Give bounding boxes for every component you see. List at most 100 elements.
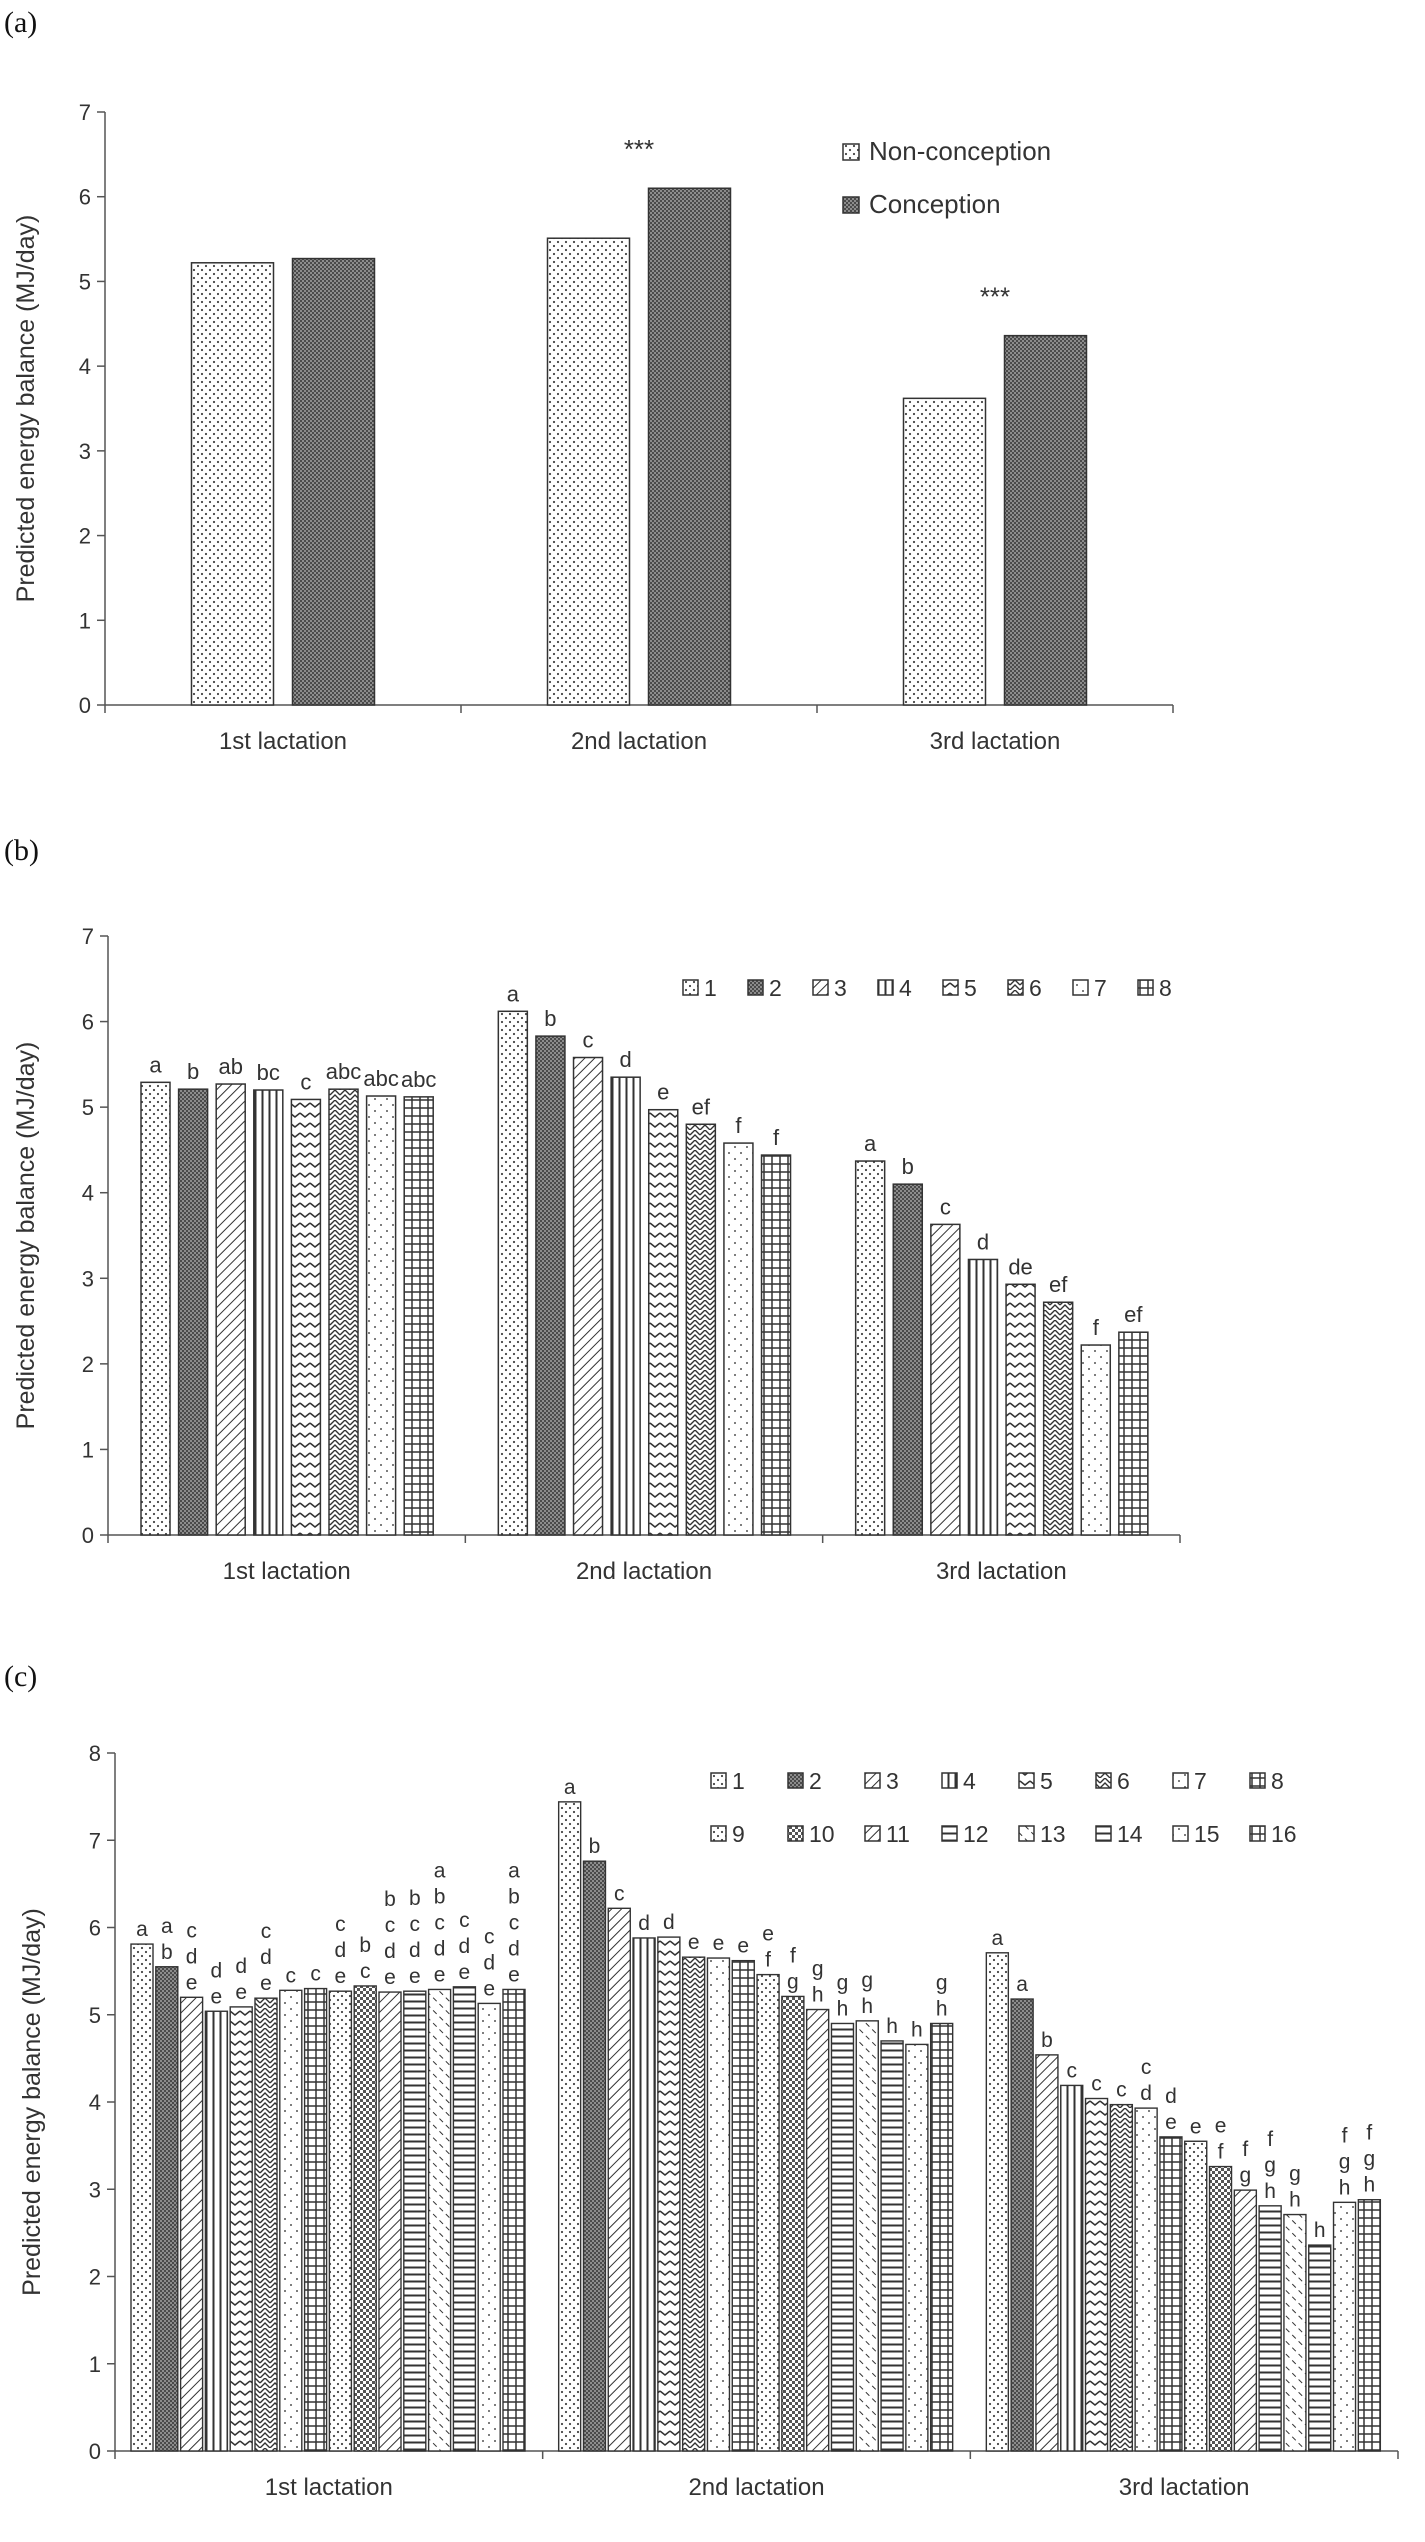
chart-b-category-label: 1st lactation: [223, 1558, 351, 1585]
bar-series-3: [1035, 2054, 1059, 2452]
legend-swatch-9: [710, 1825, 727, 1842]
bar-series-15: [477, 2002, 501, 2452]
legend-swatch-2: [787, 1772, 804, 1789]
significance-letter: g: [787, 1970, 799, 1993]
significance-letter: c: [360, 1960, 371, 1983]
significance-letter: ab: [218, 1054, 242, 1079]
bar-series-8: [760, 1154, 792, 1536]
chart-b-y-tick-label: 4: [82, 1181, 94, 1206]
bar-series-12: [1258, 2205, 1282, 2452]
bar-series-11: [805, 2008, 830, 2452]
bar-series-2: [892, 1183, 924, 1536]
significance-letter: c: [300, 1069, 311, 1094]
significance-letter: d: [1165, 2085, 1177, 2108]
significance-letter: d: [508, 1937, 520, 1960]
legend-label-12: 12: [963, 1821, 989, 1847]
significance-letter: c: [186, 1919, 197, 1942]
chart-c-y-axis-title: Predicted energy balance (MJ/day): [18, 1908, 46, 2296]
significance-letter: abc: [326, 1059, 361, 1084]
significance-letter: f: [765, 1949, 771, 1972]
chart-b-y-tick-label: 0: [82, 1523, 94, 1548]
bar-series-15: [905, 2043, 929, 2452]
significance-letter: h: [861, 1995, 873, 2018]
significance-letter: h: [812, 1984, 824, 2007]
bar-series-6: [1109, 2103, 1134, 2452]
bar-series-13: [855, 2020, 879, 2452]
chart-c-y-tick-label: 1: [89, 2352, 101, 2377]
legend-label-10: 10: [809, 1821, 835, 1847]
significance-letter: f: [773, 1125, 780, 1150]
legend-swatch-7: [1172, 1772, 1189, 1789]
significance-letter: f: [790, 1944, 796, 1967]
legend-swatch-1: [682, 979, 699, 996]
legend-swatch-11: [864, 1825, 881, 1842]
bar-series-7: [365, 1095, 397, 1536]
bar-series-8: [1118, 1331, 1149, 1536]
chart-c-y-tick-label: 4: [89, 2090, 101, 2115]
bar-series-9: [328, 1990, 353, 2452]
legend-swatch-2: [747, 979, 764, 996]
bar-series-3: [607, 1907, 631, 2452]
significance-letter: d: [459, 1935, 471, 1958]
bar-series-3: [179, 1996, 204, 2452]
significance-letter: e: [508, 1963, 520, 1986]
significance-letter: f: [735, 1113, 742, 1138]
legend-label-1: 1: [704, 975, 717, 1001]
legend-label-non-conception: Non-conception: [869, 136, 1051, 166]
chart-b-y-axis-title: Predicted energy balance (MJ/day): [12, 1042, 40, 1430]
chart-b-y-tick-label: 5: [82, 1095, 94, 1120]
bar-series-1: [130, 1943, 154, 2452]
chart-a-y-tick-label: 4: [79, 354, 91, 379]
significance-letter: ef: [1124, 1302, 1143, 1327]
bar-series-12: [830, 2022, 855, 2452]
significance-letter: g: [1239, 2164, 1251, 2187]
significance-letter: d: [211, 1959, 223, 1982]
bar-series-7: [279, 1989, 303, 2452]
significance-letter: b: [508, 1885, 520, 1908]
legend-label-8: 8: [1159, 975, 1172, 1001]
chart-a: 0 1 2 3 4 5 6 7 1st lactation 2nd lactation 3rd la…: [12, 100, 1174, 755]
legend-swatch-8: [1249, 1772, 1266, 1789]
significance-letter: b: [1041, 2029, 1053, 2052]
chart-c-category-label: 2nd lactation: [688, 2474, 824, 2501]
significance-letter: c: [410, 1913, 421, 1936]
significance-letter: f: [1242, 2138, 1248, 2161]
significance-letter: d: [977, 1229, 989, 1254]
bar-series-14: [1308, 2244, 1332, 2452]
significance-letter: d: [663, 1911, 675, 1934]
significance-letter: d: [235, 1955, 247, 1978]
significance-letter: d: [335, 1939, 347, 1962]
bar-series-8: [403, 1096, 434, 1536]
significance-letter: c: [286, 1964, 297, 1987]
legend-label-16: 16: [1271, 1821, 1297, 1847]
bar-series-4: [253, 1089, 284, 1536]
bar-series-8: [1159, 2136, 1183, 2452]
chart-a-category-label: 1st lactation: [219, 728, 347, 755]
significance-letter: d: [260, 1946, 272, 1969]
bar-series-7: [1080, 1344, 1112, 1536]
bar-series-8: [303, 1987, 328, 2452]
bar-series-6: [685, 1123, 717, 1536]
significance-letter: b: [902, 1154, 914, 1179]
significance-letter: e: [384, 1966, 396, 1989]
significance-letter: b: [187, 1059, 199, 1084]
significance-letter: bc: [257, 1060, 280, 1085]
bar-series-7: [1134, 2107, 1158, 2452]
significance-letter: b: [544, 1006, 556, 1031]
chart-c-y-tick-label: 3: [89, 2177, 101, 2202]
significance-letter: h: [837, 1997, 849, 2020]
legend-swatch-13: [1018, 1825, 1035, 1842]
legend-label-2: 2: [769, 975, 782, 1001]
significance-letter: a: [136, 1918, 148, 1941]
chart-c-y-tick-label: 0: [89, 2439, 101, 2464]
significance-letter: e: [1190, 2115, 1202, 2138]
chart-b: 0 1 2 3 4 5 6 7 1st lactation 2nd lactation 3rd la…: [12, 924, 1181, 1585]
bar-series-6: [681, 1956, 706, 2452]
significance-letter: g: [837, 1971, 849, 1994]
chart-b-y-tick-label: 1: [82, 1437, 94, 1462]
bar-series-4: [610, 1076, 641, 1536]
bar-series-7: [706, 1957, 731, 2452]
chart-a-y-tick-label: 6: [79, 185, 91, 210]
bar-series-14: [452, 1986, 477, 2452]
